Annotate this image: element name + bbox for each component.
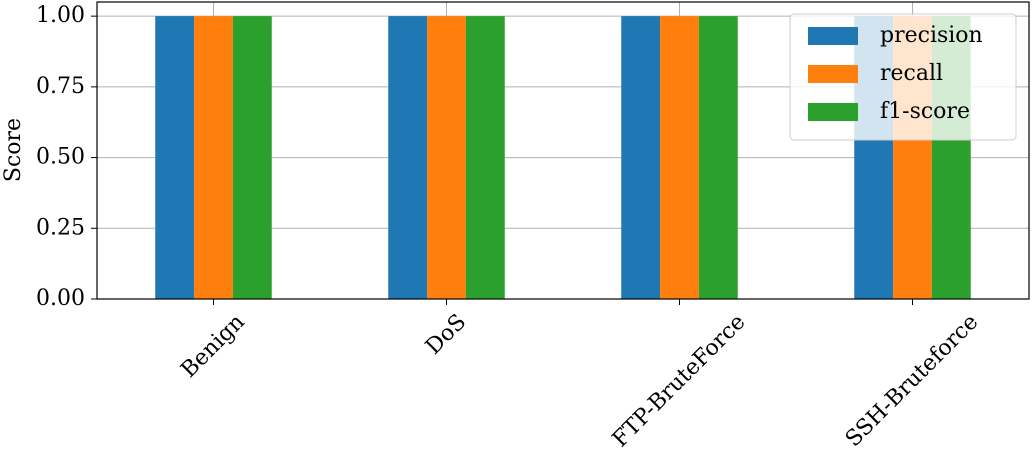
y-tick-label: 0.75 [36, 74, 85, 99]
x-tick-label: SSH-Bruteforce [841, 310, 983, 452]
y-axis-label: Score [1, 118, 26, 182]
bar [427, 16, 466, 300]
legend-label: precision [880, 23, 983, 48]
bar [232, 16, 272, 300]
legend-swatch [808, 103, 858, 121]
bar [621, 16, 661, 300]
legend-label: f1-score [880, 99, 970, 124]
bar [388, 16, 428, 300]
legend: precision recall f1-score [789, 13, 1017, 141]
bar [698, 16, 738, 300]
legend-swatch [808, 65, 858, 83]
y-tick-label: 1.00 [36, 3, 85, 28]
x-tick-label: FTP-BruteForce [608, 310, 751, 453]
axes-frame [96, 1, 1030, 300]
y-tick-label: 0.00 [36, 286, 85, 311]
bar [155, 16, 195, 300]
x-tick-label: Benign [176, 310, 249, 383]
bar [660, 16, 699, 300]
y-tick-label: 0.50 [36, 145, 85, 170]
legend-label: recall [880, 61, 943, 86]
y-tick-label: 0.25 [36, 215, 85, 240]
x-tick-label: DoS [421, 310, 471, 360]
bar [194, 16, 233, 300]
bar [465, 16, 505, 300]
legend-swatch [808, 27, 858, 45]
